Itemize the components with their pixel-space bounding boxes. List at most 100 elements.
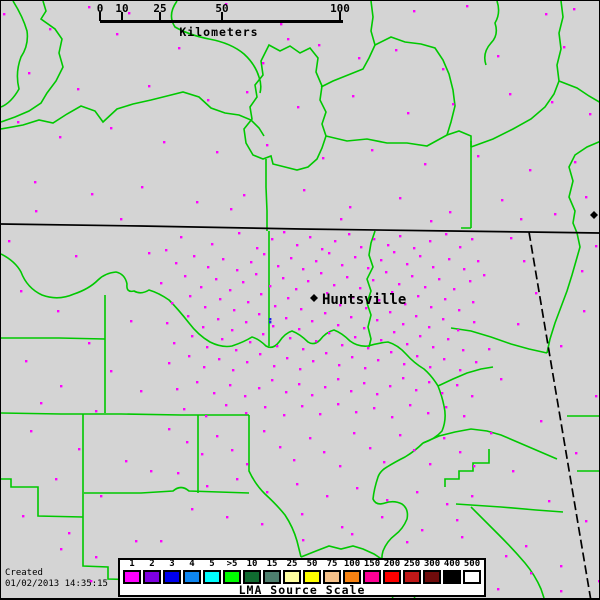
lma-source-dot xyxy=(378,299,381,302)
lma-source-dot xyxy=(419,335,422,338)
lma-source-dot xyxy=(444,298,447,301)
legend-entry-swatch xyxy=(343,570,361,584)
lma-source-dot xyxy=(385,271,388,274)
legend-entry-label: 100 xyxy=(343,559,361,569)
lma-source-dot xyxy=(337,378,340,381)
lma-source-dot xyxy=(348,233,351,236)
lma-source-dot xyxy=(116,33,119,36)
lma-source-dot xyxy=(206,346,209,349)
legend-entry-label: 50 xyxy=(306,559,318,569)
lma-source-dot xyxy=(176,388,179,391)
lma-source-dot xyxy=(140,390,143,393)
lma-source-dot xyxy=(350,390,353,393)
lma-source-dot xyxy=(184,275,187,278)
lma-source-dot xyxy=(187,315,190,318)
lma-source-dot xyxy=(57,310,60,313)
lma-source-dot xyxy=(371,149,374,152)
scale-bar-tick xyxy=(221,12,223,21)
lma-source-dot xyxy=(68,532,71,535)
lma-source-dot xyxy=(367,347,370,350)
legend-entry-swatch xyxy=(323,570,341,584)
lma-source-dot xyxy=(261,523,264,526)
lma-source-dot xyxy=(311,394,314,397)
lma-source-dot xyxy=(201,453,204,456)
legend-entry: 200 xyxy=(382,560,402,584)
lma-source-dot xyxy=(417,295,420,298)
lma-source-dot xyxy=(175,262,178,265)
lma-source-dot xyxy=(191,335,194,338)
lma-source-dot xyxy=(458,309,461,312)
lma-source-dot xyxy=(286,357,289,360)
lma-source-dot xyxy=(402,377,405,380)
lma-source-dot xyxy=(34,181,37,184)
lma-source-dot xyxy=(256,247,259,250)
lma-source-dot xyxy=(150,470,153,473)
lma-source-dot xyxy=(110,370,113,373)
lma-source-dot xyxy=(469,280,472,283)
lma-source-dot xyxy=(363,382,366,385)
lma-source-dot xyxy=(373,407,376,410)
lma-source-dot xyxy=(448,258,451,261)
lma-source-dot xyxy=(341,264,344,267)
lma-source-dot xyxy=(453,288,456,291)
lma-source-dot xyxy=(475,361,478,364)
lma-source-dot xyxy=(60,385,63,388)
lma-source-dot xyxy=(95,410,98,413)
legend-entry: 250 xyxy=(402,560,422,584)
legend-entry: 300 xyxy=(422,560,442,584)
lma-source-dot xyxy=(178,47,181,50)
lma-source-dot xyxy=(456,519,459,522)
lma-source-dot xyxy=(339,465,342,468)
lma-source-dot xyxy=(505,555,508,558)
legend-entry-label: 3 xyxy=(169,559,175,569)
lma-source-dot xyxy=(497,55,500,58)
lma-source-dot xyxy=(442,318,445,321)
lma-source-dot xyxy=(249,341,252,344)
legend-entry: 5 xyxy=(202,560,222,584)
lma-source-dot xyxy=(277,265,280,268)
lma-source-dot xyxy=(554,213,557,216)
lma-source-dot xyxy=(406,343,409,346)
lma-source-dot xyxy=(358,57,361,60)
lma-source-dot xyxy=(319,413,322,416)
lma-source-dot xyxy=(510,237,513,240)
legend-entry-swatch xyxy=(283,570,301,584)
lma-source-dot xyxy=(262,62,265,65)
legend-entry-swatch xyxy=(263,570,281,584)
lma-source-dot xyxy=(427,412,430,415)
lma-source-dot xyxy=(393,251,396,254)
lma-source-dot xyxy=(290,257,293,260)
lma-source-dot xyxy=(177,472,180,475)
lma-source-dot xyxy=(364,367,367,370)
lma-source-dot xyxy=(229,384,232,387)
lma-source-dot xyxy=(266,144,269,147)
lma-source-dot xyxy=(402,323,405,326)
lma-source-dot xyxy=(560,565,563,568)
lma-source-dot xyxy=(299,368,302,371)
lma-source-dot xyxy=(545,13,548,16)
legend-entry-label: 400 xyxy=(443,559,461,569)
lma-source-dot xyxy=(204,306,207,309)
lma-source-dot xyxy=(398,283,401,286)
lma-source-dot xyxy=(443,437,446,440)
legend-entry-swatch xyxy=(443,570,461,584)
legend-entry-swatch xyxy=(363,570,381,584)
legend-entry: 3 xyxy=(162,560,182,584)
lma-source-dot xyxy=(217,318,220,321)
lma-source-dot xyxy=(35,210,38,213)
lma-source-dot xyxy=(452,103,455,106)
lma-source-dot xyxy=(523,260,526,263)
lma-source-dot xyxy=(563,46,566,49)
lma-source-dot xyxy=(202,326,205,329)
lma-source-dot xyxy=(360,246,363,249)
lma-source-dot xyxy=(324,312,327,315)
lma-source-dot xyxy=(307,280,310,283)
scale-bar-tick-label: 10 xyxy=(115,2,128,15)
lma-source-dot xyxy=(321,248,324,251)
lma-source-dot xyxy=(264,406,267,409)
lma-source-dot xyxy=(472,301,475,304)
lma-source-dot xyxy=(380,339,383,342)
lma-source-dot xyxy=(274,305,277,308)
lma-source-dot xyxy=(260,293,263,296)
lma-source-dot xyxy=(160,540,163,543)
